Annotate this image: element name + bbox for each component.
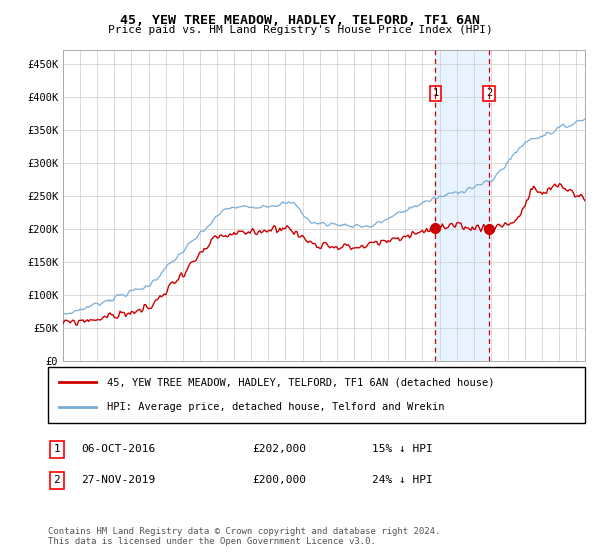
Text: HPI: Average price, detached house, Telford and Wrekin: HPI: Average price, detached house, Telf… [107, 402, 445, 412]
Text: 2: 2 [486, 88, 492, 99]
Text: 1: 1 [53, 445, 61, 454]
Text: 45, YEW TREE MEADOW, HADLEY, TELFORD, TF1 6AN: 45, YEW TREE MEADOW, HADLEY, TELFORD, TF… [120, 14, 480, 27]
Text: Price paid vs. HM Land Registry's House Price Index (HPI): Price paid vs. HM Land Registry's House … [107, 25, 493, 35]
Text: 06-OCT-2016: 06-OCT-2016 [81, 445, 155, 454]
Text: 1: 1 [432, 88, 439, 99]
FancyBboxPatch shape [48, 367, 585, 423]
Text: 27-NOV-2019: 27-NOV-2019 [81, 475, 155, 485]
Text: £200,000: £200,000 [252, 475, 306, 485]
Bar [436, 50, 489, 361]
Text: 15% ↓ HPI: 15% ↓ HPI [372, 445, 433, 454]
Text: £202,000: £202,000 [252, 445, 306, 454]
Text: Contains HM Land Registry data © Crown copyright and database right 2024.
This d: Contains HM Land Registry data © Crown c… [48, 526, 440, 546]
Text: 2: 2 [53, 475, 61, 485]
Text: 24% ↓ HPI: 24% ↓ HPI [372, 475, 433, 485]
Text: 45, YEW TREE MEADOW, HADLEY, TELFORD, TF1 6AN (detached house): 45, YEW TREE MEADOW, HADLEY, TELFORD, TF… [107, 377, 494, 388]
